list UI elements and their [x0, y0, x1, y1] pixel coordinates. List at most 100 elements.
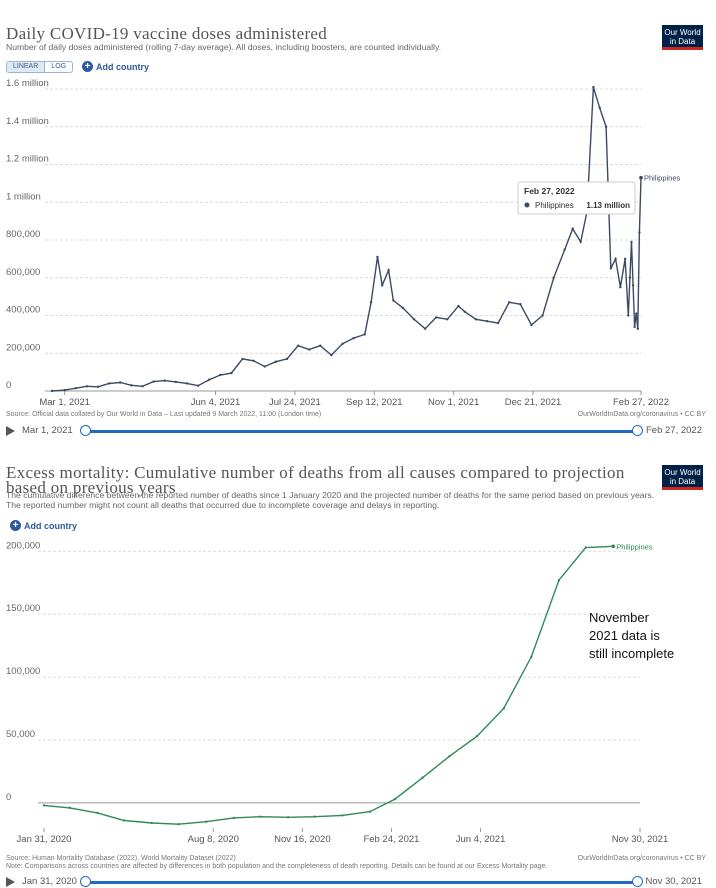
data-point	[619, 285, 622, 289]
x-tick-label: Sep 12, 2021	[346, 397, 403, 408]
data-point	[598, 106, 601, 110]
vaccine-doses-plot[interactable]: 0 200,000 400,000 600,000 800,000 1 million 1.…	[0, 0, 716, 420]
data-point	[96, 811, 99, 815]
source-link[interactable]: OurWorldInData.org/coronavirus • CC BY	[577, 855, 706, 862]
log-scale-button[interactable]: LOG	[51, 63, 67, 70]
data-point	[341, 342, 344, 346]
data-point	[446, 318, 449, 321]
data-point	[579, 240, 582, 244]
scale-toggle[interactable]: LINEAR LOG	[6, 61, 74, 73]
data-point	[623, 257, 627, 261]
data-point	[592, 85, 595, 89]
data-point	[448, 755, 451, 758]
data-point	[496, 321, 500, 325]
y-tick-label: 400,000	[6, 305, 40, 316]
x-tick-label: Jun 4, 2021	[456, 834, 506, 845]
data-point	[274, 360, 278, 363]
data-point	[259, 815, 262, 818]
linear-scale-button[interactable]: LINEAR	[7, 62, 46, 72]
chart-subtitle: The cumulative difference between the re…	[6, 490, 655, 510]
data-point	[163, 379, 166, 382]
data-point	[369, 301, 373, 304]
data-point	[330, 353, 333, 357]
series-line	[43, 545, 614, 825]
owid-logo[interactable]: Our World in Data	[662, 465, 703, 490]
data-point	[319, 344, 322, 347]
add-country-button[interactable]: + Add country	[82, 61, 149, 72]
data-point	[68, 806, 72, 810]
data-point	[286, 816, 290, 819]
y-tick-label: 1.4 million	[6, 116, 49, 127]
data-point	[177, 823, 180, 826]
add-country-label: Add country	[96, 61, 149, 72]
timeline[interactable]: Jan 31, 2020 Nov 30, 2021	[6, 876, 710, 888]
data-point	[604, 125, 608, 128]
data-point	[401, 306, 405, 310]
source-link[interactable]: OurWorldInData.org/coronavirus • CC BY	[577, 411, 706, 418]
y-tick-label: 150,000	[6, 603, 40, 614]
data-point	[627, 314, 630, 317]
excess-mortality-chart-panel: Excess mortality: Cumulative number of d…	[0, 450, 716, 888]
x-tick-label: Feb 27, 2022	[613, 397, 669, 408]
data-point	[630, 240, 633, 244]
source-note: Source: Official data collated by Our Wo…	[6, 411, 322, 418]
timeline-start-handle[interactable]	[80, 425, 91, 436]
data-point	[387, 269, 390, 272]
tooltip-entity: Philippines	[535, 201, 574, 210]
data-point	[614, 257, 617, 261]
data-point	[241, 357, 244, 361]
data-point	[423, 327, 427, 330]
timeline-end-handle[interactable]	[632, 876, 643, 887]
data-point	[263, 365, 266, 368]
x-tick-label: Jun 4, 2021	[191, 397, 241, 408]
excess-mortality-plot[interactable]: 0 50,000 100,000 150,000 200,000 Jan 31, 2020…	[0, 450, 716, 855]
data-point	[474, 318, 478, 321]
timeline-track[interactable]	[86, 430, 638, 433]
chart-title: Daily COVID-19 vaccine doses administere…	[6, 24, 328, 43]
data-point	[74, 386, 78, 390]
x-tick-label: Nov 1, 2021	[428, 397, 479, 408]
data-point	[421, 776, 424, 779]
data-point	[96, 385, 100, 389]
data-point	[557, 579, 561, 582]
owid-logo[interactable]: Our World in Data	[662, 25, 703, 50]
x-tick-label: Mar 1, 2021	[39, 397, 90, 408]
data-point	[393, 797, 397, 801]
data-point	[219, 373, 222, 377]
timeline-track[interactable]	[86, 881, 638, 884]
timeline[interactable]: Mar 1, 2021 Feb 27, 2022	[6, 425, 710, 439]
data-point	[174, 380, 178, 384]
x-tick-label: Dec 21, 2021	[505, 397, 562, 408]
y-tick-label: 200,000	[6, 540, 40, 551]
data-point	[204, 820, 208, 823]
play-icon[interactable]	[6, 426, 15, 436]
data-point	[635, 312, 638, 315]
y-tick-label: 50,000	[6, 729, 35, 740]
data-point	[508, 301, 511, 304]
plus-icon: +	[10, 520, 21, 531]
timeline-start-handle[interactable]	[80, 876, 91, 887]
tooltip: Feb 27, 2022 Philippines 1.13 million	[517, 181, 636, 215]
data-point	[152, 380, 155, 383]
end-point	[639, 175, 643, 180]
data-point	[122, 819, 126, 822]
data-point	[571, 227, 574, 230]
data-point	[530, 655, 533, 659]
data-point	[196, 384, 200, 387]
series-end-label: Philippines	[616, 542, 653, 551]
tooltip-box	[517, 181, 636, 215]
y-tick-label: 800,000	[6, 229, 40, 240]
play-icon[interactable]	[6, 877, 15, 887]
y-tick-label: 100,000	[6, 666, 40, 677]
data-point	[141, 385, 144, 388]
data-point	[631, 284, 635, 287]
timeline-end-handle[interactable]	[632, 425, 643, 436]
add-country-button[interactable]: + Add country	[10, 520, 77, 531]
timeline-end-label: Nov 30, 2021	[645, 876, 702, 887]
data-point	[207, 378, 211, 381]
tooltip-value: 1.13 million	[586, 201, 630, 210]
series-end-label: Philippines	[644, 174, 681, 183]
data-point	[519, 302, 522, 306]
data-point	[502, 707, 505, 710]
data-point	[150, 821, 153, 825]
